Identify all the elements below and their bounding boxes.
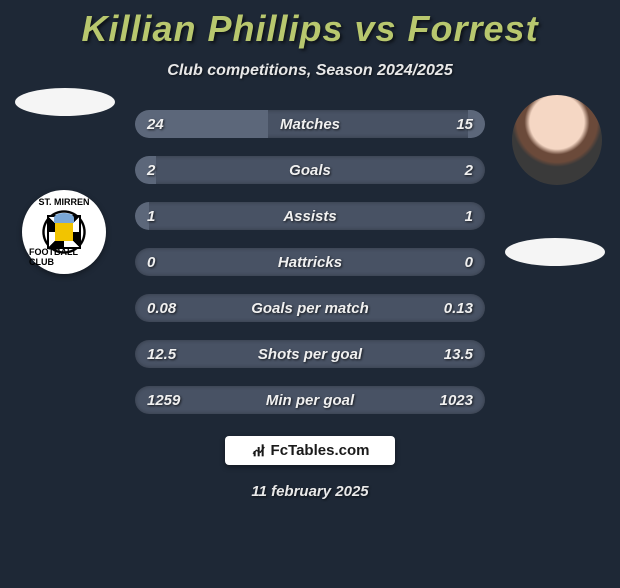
stat-row: 0.08 Goals per match 0.13 (135, 294, 485, 322)
stat-row: 1 Assists 1 (135, 202, 485, 230)
page-title: Killian Phillips vs Forrest (0, 8, 620, 50)
stat-label: Goals (135, 156, 485, 184)
brand-text: FcTables.com (271, 442, 370, 459)
right-nation-ellipse (505, 238, 605, 266)
comparison-panel: ST. MIRREN FOOTBALL CLUB 24 Matches 15 2… (0, 110, 620, 500)
stat-right-value: 13.5 (444, 340, 473, 368)
stat-label: Min per goal (135, 386, 485, 414)
stat-right-value: 0 (465, 248, 473, 276)
badge-ring-text-top: ST. MIRREN (38, 197, 89, 207)
stat-right-value: 1 (465, 202, 473, 230)
stat-row: 1259 Min per goal 1023 (135, 386, 485, 414)
stat-label: Goals per match (135, 294, 485, 322)
stat-rows-container: 24 Matches 15 2 Goals 2 1 Assists 1 0 Ha… (135, 110, 485, 414)
badge-crest-icon (54, 213, 74, 223)
page-subtitle: Club competitions, Season 2024/2025 (0, 62, 620, 80)
stat-row: 24 Matches 15 (135, 110, 485, 138)
chart-bars-icon (251, 443, 267, 459)
left-club-badge: ST. MIRREN FOOTBALL CLUB (22, 190, 106, 274)
stat-right-value: 0.13 (444, 294, 473, 322)
right-player-avatar (512, 95, 602, 185)
stat-label: Assists (135, 202, 485, 230)
stat-label: Shots per goal (135, 340, 485, 368)
stat-right-value: 15 (456, 110, 473, 138)
left-nation-ellipse (15, 88, 115, 116)
stat-label: Hattricks (135, 248, 485, 276)
stat-right-value: 2 (465, 156, 473, 184)
snapshot-date: 11 february 2025 (0, 483, 620, 500)
stat-label: Matches (135, 110, 485, 138)
stat-row: 0 Hattricks 0 (135, 248, 485, 276)
badge-ring-text-bottom: FOOTBALL CLUB (29, 247, 99, 267)
stat-row: 2 Goals 2 (135, 156, 485, 184)
brand-badge[interactable]: FcTables.com (225, 436, 395, 465)
stat-right-value: 1023 (440, 386, 473, 414)
badge-core-checker (47, 215, 81, 249)
stat-row: 12.5 Shots per goal 13.5 (135, 340, 485, 368)
